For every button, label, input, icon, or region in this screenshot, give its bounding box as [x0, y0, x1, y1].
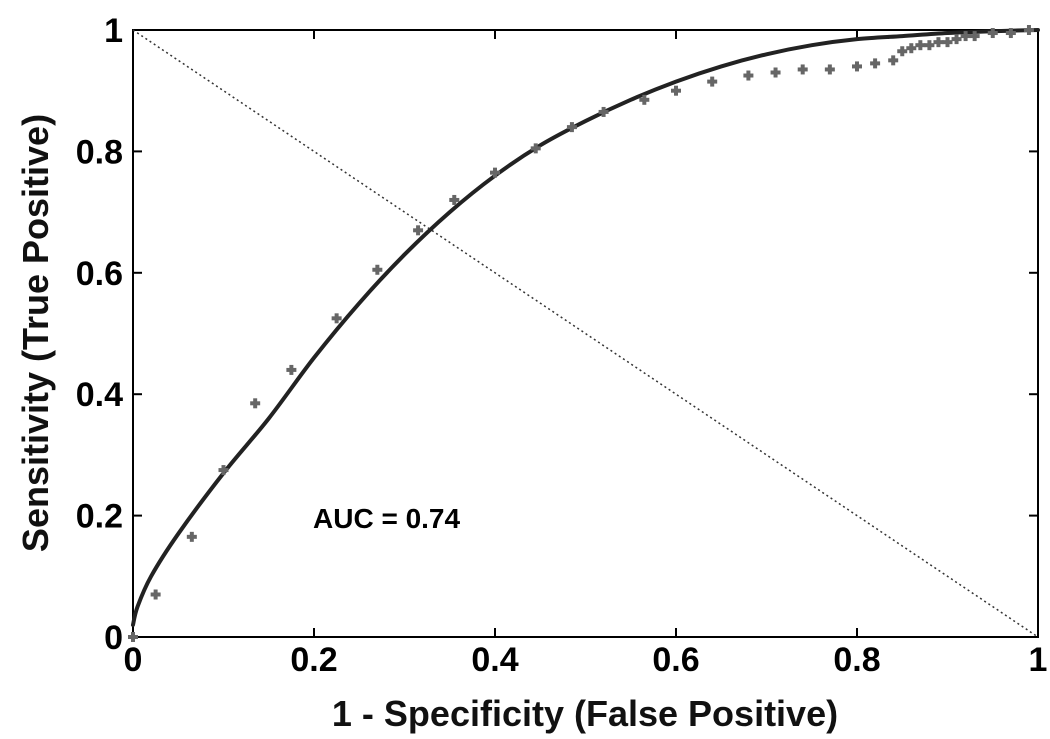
empirical-point	[707, 76, 718, 87]
empirical-point	[566, 122, 577, 133]
empirical-point	[942, 37, 953, 48]
empirical-point	[951, 34, 962, 45]
y-tick-label: 0	[104, 619, 123, 657]
empirical-point	[960, 31, 971, 42]
x-tick-label: 0.4	[471, 641, 518, 679]
empirical-point	[639, 94, 650, 105]
empirical-point	[372, 264, 383, 275]
empirical-point	[1005, 28, 1016, 39]
empirical-point	[888, 55, 899, 66]
empirical-point	[897, 46, 908, 57]
empirical-point	[150, 589, 161, 600]
empirical-point	[413, 225, 424, 236]
empirical-point	[915, 40, 926, 51]
tick-marks	[132, 29, 1039, 638]
empirical-point	[250, 398, 261, 409]
empirical-point	[530, 143, 541, 154]
x-tick-label: 0.6	[652, 641, 699, 679]
empirical-point	[969, 31, 980, 42]
x-axis-label: 1 - Specificity (False Positive)	[332, 693, 838, 734]
empirical-point	[671, 85, 681, 96]
empirical-point	[870, 58, 881, 69]
y-tick-label: 0.8	[76, 133, 123, 171]
x-tick-label: 0	[124, 641, 143, 679]
empirical-point	[797, 64, 808, 75]
empirical-point	[490, 167, 500, 178]
empirical-point	[906, 43, 917, 54]
empirical-point	[852, 61, 862, 72]
empirical-point	[128, 632, 138, 642]
empirical-point	[824, 64, 835, 75]
y-tick-label: 1	[104, 12, 123, 50]
empirical-point	[933, 37, 944, 48]
y-tick-label: 0.4	[76, 376, 123, 414]
empirical-point	[770, 67, 781, 78]
x-tick-label: 0.2	[290, 641, 337, 679]
empirical-point	[1023, 25, 1034, 35]
x-tick-label: 1	[1029, 641, 1048, 679]
chance-diagonal-line	[132, 29, 1039, 638]
series-layer	[128, 25, 1040, 642]
empirical-point	[186, 531, 197, 542]
empirical-point	[286, 364, 297, 375]
empirical-point	[743, 70, 754, 81]
empirical-point	[598, 106, 609, 117]
empirical-point	[987, 28, 998, 39]
empirical-point	[449, 194, 460, 205]
y-tick-label: 0.2	[76, 498, 123, 536]
y-tick-labels: 0 0.2 0.4 0.6 0.8 1	[76, 12, 123, 657]
auc-annotation: AUC = 0.74	[313, 503, 460, 534]
y-tick-label: 0.6	[76, 255, 123, 293]
y-axis-label: Sensitivity (True Positive)	[15, 114, 56, 552]
empirical-point	[924, 40, 935, 51]
x-tick-label: 0.8	[833, 641, 880, 679]
empirical-point	[331, 313, 342, 324]
x-tick-labels: 0 0.2 0.4 0.6 0.8 1	[124, 641, 1048, 679]
fitted-roc-curve	[131, 28, 1040, 627]
empirical-point	[218, 465, 229, 476]
